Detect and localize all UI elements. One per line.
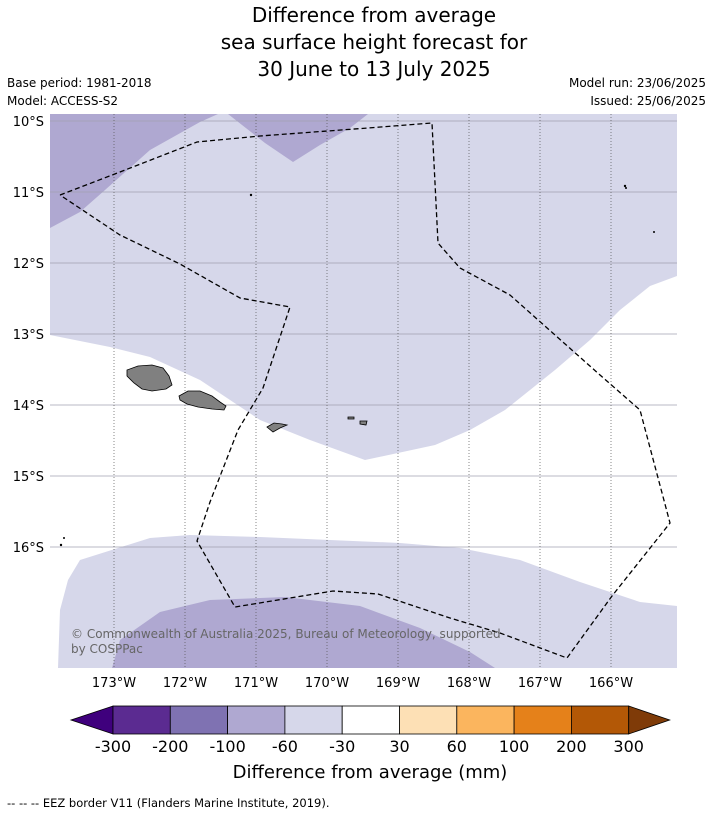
colorbar-tick-label: -100: [209, 737, 245, 756]
lat-label: 16°S: [13, 541, 44, 556]
latitude-labels: 10°S 11°S 12°S 13°S 14°S 15°S 16°S: [13, 115, 44, 556]
longitude-labels: 173°W 172°W 171°W 170°W 169°W 168°W 167°W 166°W: [92, 676, 633, 691]
colorbar-segment: [169, 705, 229, 735]
title-line-3: 30 June to 13 July 2025: [257, 57, 491, 81]
colorbar-segment: [571, 705, 630, 735]
base-period: Base period: 1981-2018: [7, 76, 152, 90]
map-area: [50, 114, 677, 668]
island-ofu: [347, 416, 355, 420]
lat-label: 10°S: [13, 115, 44, 130]
issued-date: Issued: 25/06/2025: [590, 94, 706, 108]
colorbar-tick-label: -30: [329, 737, 355, 756]
colorbar-segment: [284, 705, 343, 735]
chart-title: Difference from average sea surface heig…: [0, 2, 713, 83]
anomaly-region-northwest-mid: [50, 114, 218, 228]
anomaly-region-north-light: [50, 114, 677, 460]
meta-right: Model run: 23/06/2025 Issued: 25/06/2025: [569, 74, 706, 110]
model-run: Model run: 23/06/2025: [568, 76, 706, 90]
island-tutuila: [266, 422, 289, 433]
title-line-1: Difference from average: [251, 3, 497, 27]
colorbar-segment: [456, 705, 515, 735]
colorbar-tick-label: -60: [272, 737, 298, 756]
lon-label: 171°W: [234, 676, 278, 691]
colorbar-title: Difference from average (mm): [233, 762, 508, 783]
colorbar-tick-label: 30: [389, 737, 409, 756]
colorbar-tick-label: -300: [95, 737, 131, 756]
island-tokelau-c: [653, 231, 655, 233]
colorbar-tick-label: 100: [499, 737, 530, 756]
lat-label: 15°S: [13, 470, 44, 485]
lon-label: 167°W: [518, 676, 562, 691]
title-line-2: sea surface height forecast for: [220, 30, 528, 54]
colorbar-segment: [227, 705, 286, 735]
island-wallis-a: [59, 543, 63, 547]
lon-label: 166°W: [589, 676, 633, 691]
eez-border-north: [59, 122, 671, 659]
anomaly-region-north-mid: [228, 114, 368, 162]
island-tokelau-a: [623, 184, 627, 188]
colorbar-segment: [399, 705, 458, 735]
island-tau: [359, 420, 368, 426]
island-wallis-b: [63, 537, 65, 539]
meta-left: Base period: 1981-2018 Model: ACCESS-S2: [7, 74, 152, 110]
colorbar-tick-label: 60: [447, 737, 467, 756]
lon-label: 168°W: [447, 676, 491, 691]
anomaly-region-south-mid: [112, 597, 495, 668]
colorbar-segment: [341, 705, 400, 735]
island-swains: [249, 193, 253, 197]
colorbar-tick-label: -200: [152, 737, 188, 756]
colorbar-extend-low: [69, 705, 114, 735]
eez-legend-text: -- -- -- EEZ border V11 (Flanders Marine…: [7, 796, 329, 810]
colorbar-extend-high: [628, 705, 671, 735]
copyright-line-1: © Commonwealth of Australia 2025, Bureau…: [71, 627, 501, 641]
island-tokelau-b: [625, 187, 627, 189]
colorbar-tick-label: 200: [556, 737, 587, 756]
lat-label: 12°S: [13, 257, 44, 272]
island-upolu: [178, 390, 227, 411]
lon-label: 172°W: [163, 676, 207, 691]
colorbar-segment: [112, 705, 171, 735]
latitude-gridlines: [50, 120, 677, 548]
copyright-line-2: by COSPPac: [71, 642, 143, 656]
lat-label: 11°S: [13, 186, 44, 201]
lon-label: 173°W: [92, 676, 136, 691]
lat-label: 13°S: [13, 328, 44, 343]
lat-label: 14°S: [13, 399, 44, 414]
lon-label: 169°W: [376, 676, 420, 691]
colorbar-segment: [513, 705, 572, 735]
colorbar-tick-label: 300: [613, 737, 644, 756]
lon-label: 170°W: [305, 676, 349, 691]
longitude-gridlines: [113, 114, 612, 668]
island-savaii: [126, 364, 173, 392]
colorbar: -300 -200 -100 -60 -30 30 60 100 200 300: [69, 705, 671, 756]
model-name: Model: ACCESS-S2: [7, 94, 119, 108]
